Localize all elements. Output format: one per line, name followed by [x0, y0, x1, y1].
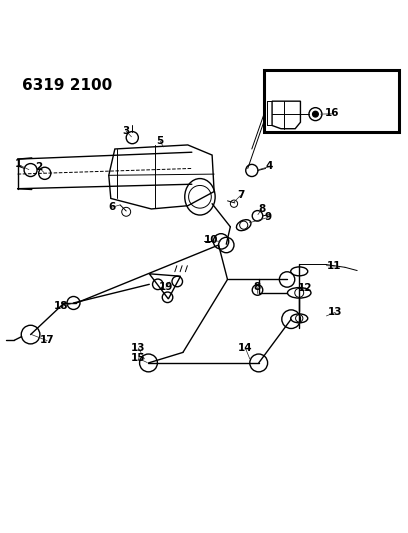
Text: 18: 18 [54, 301, 69, 311]
Text: 7: 7 [237, 190, 244, 200]
Text: 8: 8 [258, 204, 265, 214]
Text: 6319 2100: 6319 2100 [22, 78, 112, 93]
Text: 19: 19 [159, 282, 173, 292]
Text: 5: 5 [157, 136, 164, 146]
Text: 1: 1 [15, 159, 22, 169]
Text: 6: 6 [108, 202, 115, 212]
Text: 10: 10 [204, 235, 219, 245]
Text: 8: 8 [254, 282, 261, 292]
Text: 16: 16 [324, 108, 339, 118]
Text: 14: 14 [238, 343, 253, 352]
Text: 12: 12 [298, 282, 313, 293]
Text: 4: 4 [266, 161, 273, 171]
Text: 13: 13 [131, 343, 146, 352]
Circle shape [313, 111, 318, 117]
Text: 9: 9 [264, 212, 272, 222]
Text: 17: 17 [40, 335, 55, 345]
Text: 13: 13 [328, 307, 343, 317]
Text: 2: 2 [35, 162, 43, 172]
Text: 15: 15 [131, 353, 146, 363]
Text: 3: 3 [122, 126, 130, 136]
Text: 11: 11 [327, 261, 342, 271]
